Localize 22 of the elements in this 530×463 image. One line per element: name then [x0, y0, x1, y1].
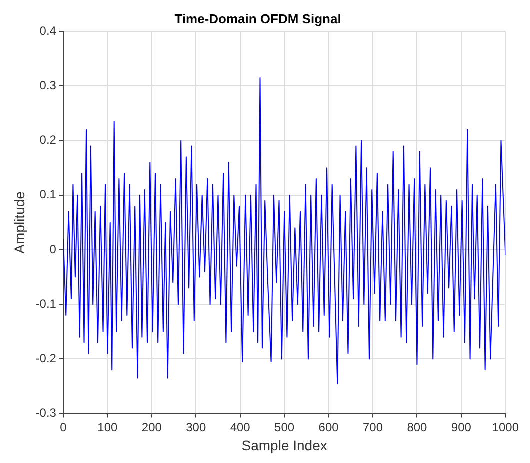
y-tick-label: -0.3 — [36, 406, 57, 420]
y-tick-label: -0.2 — [36, 352, 57, 366]
x-tick-label: 200 — [142, 420, 162, 434]
y-tick-label: 0.3 — [40, 78, 57, 93]
chart-title: Time-Domain OFDM Signal — [174, 11, 342, 26]
x-tick-label: 100 — [98, 420, 118, 434]
x-tick-label: 600 — [318, 420, 340, 434]
x-tick-label: 0 — [60, 420, 68, 434]
x-tick-label: 800 — [407, 420, 428, 434]
x-tick-label: 300 — [186, 420, 206, 434]
x-tick-label: 900 — [451, 420, 472, 434]
y-tick-label: 0.2 — [40, 133, 57, 148]
x-axis-title: Sample Index — [242, 437, 328, 454]
x-tick-label: 700 — [362, 420, 384, 434]
y-tick-label: 0.4 — [40, 24, 57, 38]
x-tick-label: 1000 — [492, 420, 520, 434]
x-tick-label: 500 — [274, 420, 295, 434]
y-tick-label: 0 — [50, 242, 57, 256]
y-tick-label: 0.1 — [40, 188, 57, 202]
y-axis-title: Amplitude — [11, 191, 28, 254]
y-tick-label: -0.1 — [36, 296, 57, 311]
x-tick-label: 400 — [230, 420, 251, 434]
